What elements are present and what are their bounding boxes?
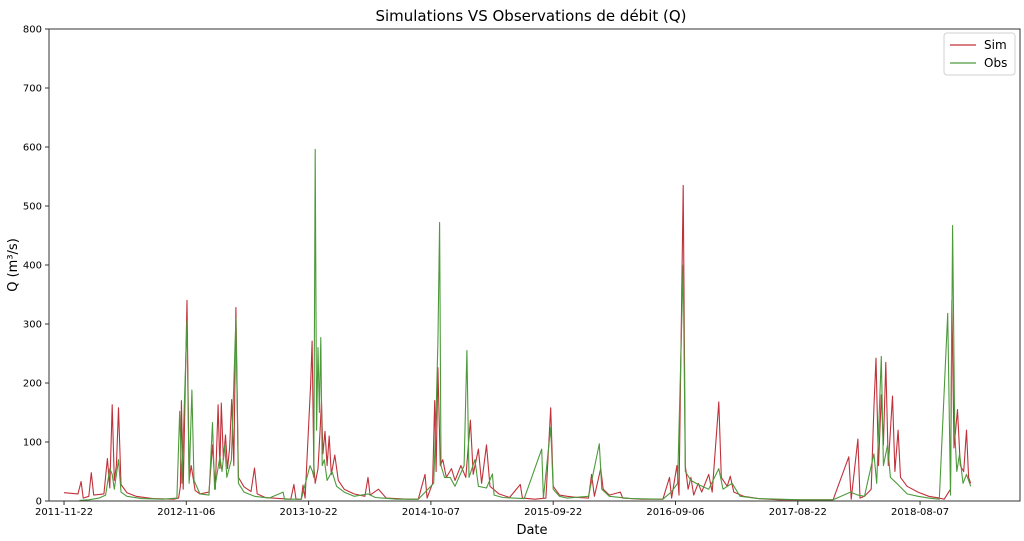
y-tick-label: 600 [23,143,42,154]
y-tick-label: 700 [23,84,42,95]
y-tick-label: 200 [23,379,42,390]
legend-box [943,32,1016,76]
y-tick-label: 800 [23,25,42,36]
x-tick-label: 2016-09-06 [646,507,704,518]
series-line-obs [79,148,972,501]
x-axis: 2011-11-22 2012-11-06 2013-10-22 2014-10-07… [35,501,949,518]
x-tick-label: 2015-09-22 [524,507,582,518]
legend-label-obs: Obs [984,56,1007,70]
x-tick-label: 2018-08-07 [891,507,949,518]
x-axis-title: Date [516,523,547,538]
x-tick-label: 2013-10-22 [280,507,338,518]
plot-lines [63,148,972,501]
y-axis: 0 100 200 300 400 500 600 700 800 [23,25,49,508]
legend-label-sim: Sim [984,38,1007,52]
x-tick-label: 2011-11-22 [35,507,93,518]
y-tick-label: 300 [23,320,42,331]
legend: Sim Obs [943,32,1016,76]
x-tick-label: 2017-08-22 [769,507,827,518]
y-tick-label: 100 [23,438,42,449]
chart-title: Simulations VS Observations de débit (Q) [375,7,686,25]
y-axis-title: Q (m³/s) [6,238,21,292]
x-tick-label: 2014-10-07 [402,507,460,518]
y-tick-label: 400 [23,261,42,272]
y-tick-label: 500 [23,202,42,213]
x-tick-label: 2012-11-06 [157,507,215,518]
y-tick-label: 0 [36,497,42,508]
